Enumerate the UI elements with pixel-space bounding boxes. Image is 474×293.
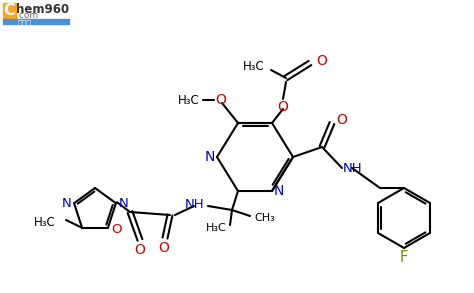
- Bar: [3, 3, 16, 20]
- Text: hem960: hem960: [16, 3, 69, 16]
- Text: O: O: [336, 113, 347, 127]
- Text: N: N: [274, 184, 284, 198]
- Text: H₃C: H₃C: [34, 217, 56, 229]
- Text: 化工网: 化工网: [18, 20, 32, 28]
- Text: H₃C: H₃C: [206, 223, 227, 233]
- Text: O: O: [135, 243, 146, 257]
- Text: .com: .com: [16, 11, 38, 20]
- Text: N: N: [119, 197, 128, 210]
- Text: O: O: [278, 100, 289, 114]
- Text: H₃C: H₃C: [178, 93, 200, 106]
- Text: C: C: [3, 3, 15, 18]
- Text: NH: NH: [343, 161, 363, 175]
- Text: CH₃: CH₃: [254, 213, 275, 223]
- Text: O: O: [216, 93, 227, 107]
- Text: F: F: [400, 251, 408, 265]
- Text: NH: NH: [184, 198, 204, 212]
- Text: −: −: [204, 95, 214, 105]
- Text: N: N: [205, 150, 215, 164]
- Bar: [3, 19, 69, 24]
- Text: O: O: [159, 241, 169, 255]
- Text: N: N: [61, 197, 71, 210]
- Text: O: O: [316, 54, 327, 68]
- Text: O: O: [111, 223, 121, 236]
- Text: H₃C: H₃C: [243, 59, 265, 72]
